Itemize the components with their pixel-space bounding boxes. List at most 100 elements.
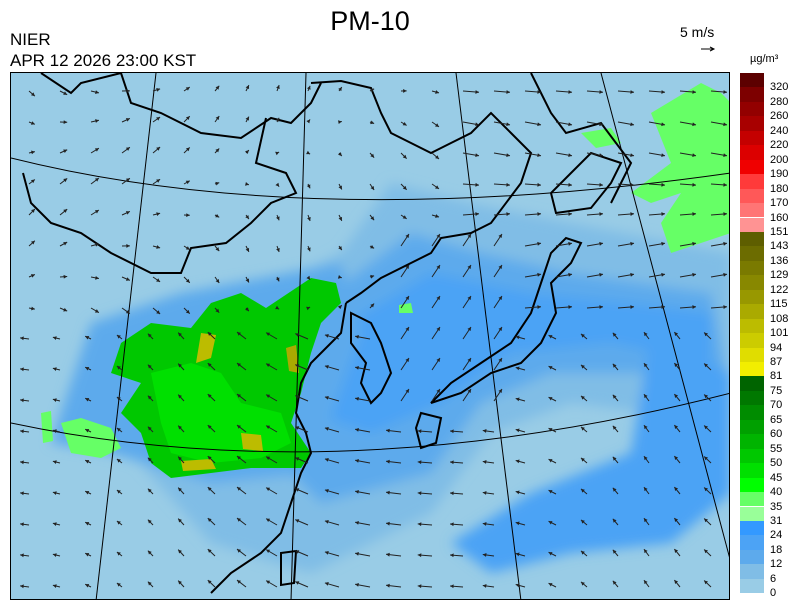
legend-label: 220 [770, 139, 789, 152]
wind-arrowhead [306, 275, 311, 280]
wind-arrowhead [207, 487, 212, 491]
wind-arrowhead [435, 185, 440, 189]
legend-swatch [740, 246, 764, 261]
wind-arrowhead [338, 120, 342, 125]
legend-label: 240 [770, 124, 789, 137]
wind-arrowhead [498, 327, 502, 331]
wind-arrowhead [295, 426, 300, 430]
wind-arrowhead [63, 274, 68, 279]
wind-arrowhead [674, 580, 679, 584]
wind-arrowhead [643, 332, 648, 337]
wind-arrowhead [306, 150, 311, 155]
wind-arrowhead [599, 305, 603, 309]
legend-swatch [740, 564, 764, 579]
wind-arrowhead [116, 396, 121, 401]
map-title: PM-10 [330, 6, 410, 36]
wind-arrowhead [245, 247, 250, 252]
wind-arrowhead [450, 553, 454, 558]
legend-label: 87 [770, 356, 783, 368]
wind-arrowhead [20, 491, 24, 496]
wind-arrowhead [482, 429, 487, 433]
wind-arrowhead [612, 487, 617, 492]
wind-arrowhead [537, 90, 541, 94]
wind-arrowhead [20, 460, 24, 465]
wind-arrowhead [417, 553, 422, 558]
wind-arrowhead [237, 549, 241, 553]
wind-arrowhead [338, 216, 343, 221]
wind-arrowhead [630, 241, 634, 246]
wind-arrowhead [630, 305, 634, 309]
legend-swatch [740, 434, 764, 449]
legend-swatch [740, 492, 764, 507]
legend-swatch [740, 217, 764, 232]
wind-arrowhead [405, 265, 409, 269]
wind-arrowhead [295, 550, 300, 554]
wind-arrowhead [704, 580, 708, 585]
legend-swatch [740, 376, 764, 391]
wind-arrowhead [266, 363, 271, 368]
wind-arrowhead [402, 185, 407, 190]
wind-arrowhead [52, 336, 57, 340]
legend-label: 35 [770, 500, 783, 513]
wind-arrowhead [237, 487, 241, 491]
wind-arrowhead [275, 151, 280, 156]
wind-arrowhead [276, 247, 280, 252]
wind-arrowhead [306, 306, 311, 311]
wind-arrowhead [467, 265, 471, 269]
wind-arrowhead [515, 552, 520, 557]
wind-arrowhead [20, 584, 24, 589]
wind-arrowhead [215, 148, 220, 153]
wind-arrowhead [355, 334, 359, 339]
wind-arrowhead [692, 212, 696, 216]
wind-arrowhead [266, 456, 271, 461]
wind-arrowhead [405, 389, 409, 393]
wind-arrowhead [207, 549, 212, 553]
legend-label: 70 [770, 399, 783, 412]
wind-arrowhead [723, 305, 727, 309]
wind-arrowhead [245, 182, 249, 186]
wind-arrowhead [245, 150, 249, 154]
wind-arrowhead [338, 152, 342, 157]
wind-arrowhead [704, 332, 708, 337]
wind-arrowhead [31, 150, 35, 155]
wind-arrowhead [116, 489, 121, 494]
legend-swatch [740, 116, 764, 131]
legend-label: 170 [770, 197, 789, 210]
wind-reference-label: 5 m/s [680, 24, 715, 40]
wind-arrowhead [475, 90, 479, 94]
wind-arrowhead [275, 182, 280, 187]
legend-swatch [740, 289, 764, 305]
wind-arrowhead [450, 584, 454, 589]
wind-arrowhead [275, 277, 280, 282]
wind-arrowhead [94, 148, 99, 152]
wind-arrowhead [630, 153, 634, 158]
wind-arrowhead [661, 122, 665, 127]
wind-arrowhead [207, 394, 212, 398]
wind-arrowhead [276, 85, 280, 90]
wind-arrowhead [85, 336, 90, 340]
wind-arrowhead [537, 212, 541, 216]
wind-arrowhead [580, 519, 585, 524]
wind-arrowhead [207, 456, 212, 460]
wind-arrowhead [275, 117, 280, 122]
wind-arrowhead [643, 580, 648, 585]
wind-arrowhead [674, 487, 679, 491]
wind-arrowhead [506, 122, 510, 127]
wind-arrowhead [245, 116, 249, 121]
wind-arrowhead [338, 246, 342, 251]
wind-arrowhead [402, 215, 407, 219]
legend-swatch [740, 506, 764, 521]
wind-arrowhead [85, 429, 90, 433]
wind-arrowhead [674, 394, 679, 398]
wind-arrowhead [548, 552, 553, 556]
legend-swatch [740, 73, 764, 88]
wind-arrowhead [475, 182, 479, 187]
wind-arrowhead [63, 149, 68, 153]
wind-arrowhead [215, 308, 220, 313]
wind-arrowhead [207, 425, 212, 429]
wind-arrowhead [52, 367, 57, 371]
wind-arrowhead [116, 458, 121, 463]
legend-swatch [740, 130, 764, 146]
wind-arrowhead [482, 460, 487, 464]
wind-arrowhead [661, 272, 665, 277]
